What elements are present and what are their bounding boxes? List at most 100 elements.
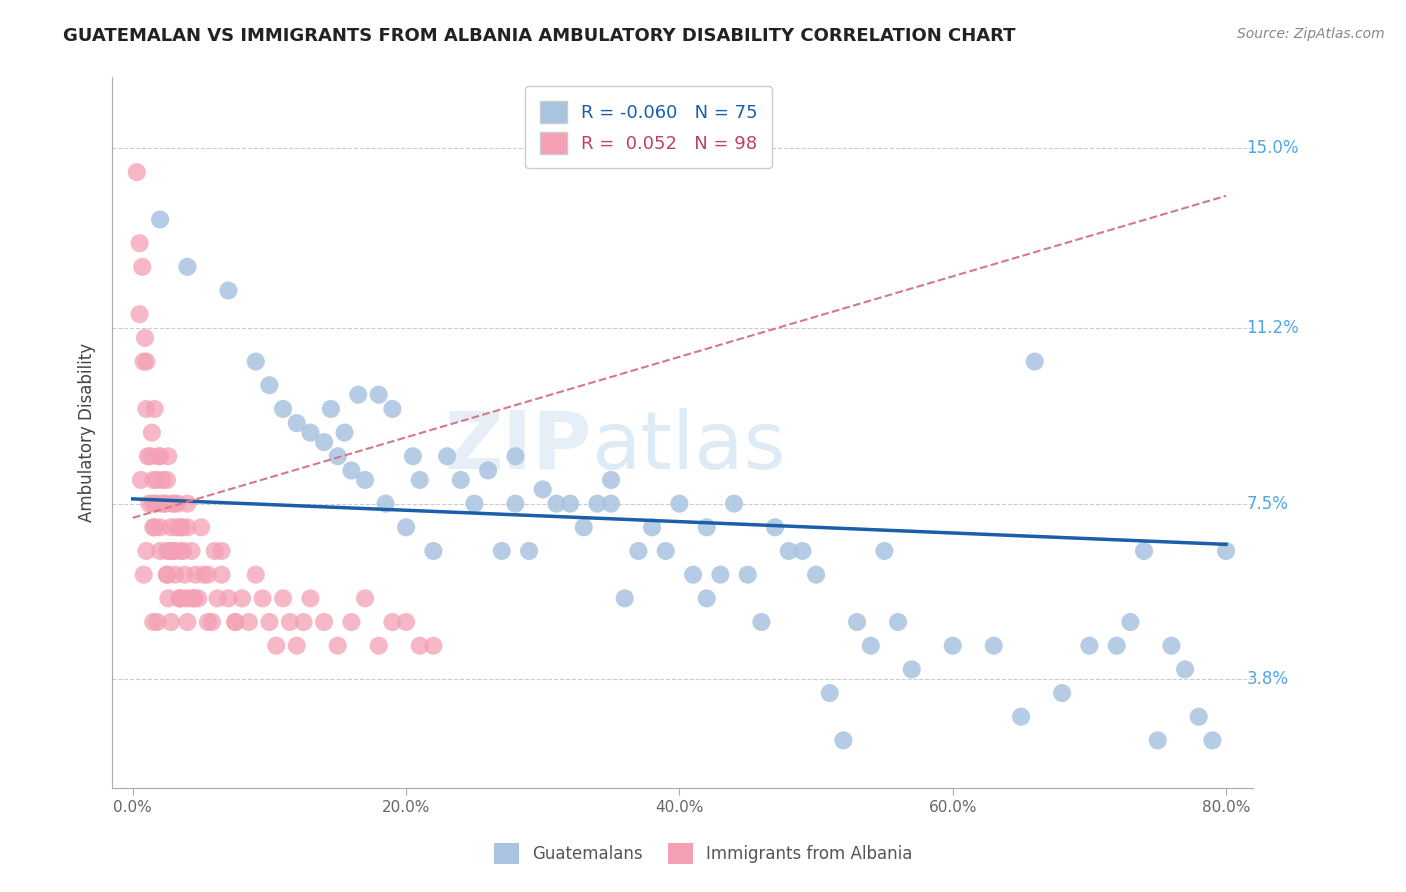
Point bbox=[1133, 544, 1156, 558]
Point bbox=[654, 544, 676, 558]
Point bbox=[347, 388, 370, 402]
Point bbox=[128, 236, 150, 251]
Point bbox=[174, 591, 197, 606]
Point bbox=[436, 450, 458, 464]
Point bbox=[207, 591, 229, 606]
Point bbox=[143, 401, 166, 416]
Point bbox=[128, 307, 150, 321]
Point bbox=[170, 520, 193, 534]
Point bbox=[245, 354, 267, 368]
Point bbox=[238, 615, 260, 629]
Point bbox=[804, 567, 827, 582]
Point bbox=[367, 639, 389, 653]
Point bbox=[299, 591, 322, 606]
Point bbox=[1024, 354, 1046, 368]
Point bbox=[211, 567, 233, 582]
Point bbox=[696, 520, 718, 534]
Legend: R = -0.060   N = 75, R =  0.052   N = 98: R = -0.060 N = 75, R = 0.052 N = 98 bbox=[524, 87, 772, 169]
Point bbox=[546, 497, 568, 511]
Point bbox=[558, 497, 581, 511]
Point bbox=[751, 615, 773, 629]
Point bbox=[169, 520, 191, 534]
Point bbox=[259, 378, 281, 392]
Point bbox=[131, 260, 153, 274]
Point bbox=[333, 425, 356, 440]
Point bbox=[1010, 710, 1032, 724]
Text: 11.2%: 11.2% bbox=[1247, 319, 1299, 337]
Point bbox=[183, 591, 205, 606]
Point bbox=[132, 354, 155, 368]
Point bbox=[129, 473, 152, 487]
Point bbox=[763, 520, 786, 534]
Point bbox=[167, 591, 190, 606]
Point bbox=[600, 497, 623, 511]
Point bbox=[312, 615, 335, 629]
Point bbox=[402, 450, 425, 464]
Point bbox=[627, 544, 650, 558]
Point bbox=[201, 615, 224, 629]
Point bbox=[1050, 686, 1073, 700]
Point bbox=[148, 450, 170, 464]
Point bbox=[142, 520, 165, 534]
Text: GUATEMALAN VS IMMIGRANTS FROM ALBANIA AMBULATORY DISABILITY CORRELATION CHART: GUATEMALAN VS IMMIGRANTS FROM ALBANIA AM… bbox=[63, 27, 1015, 45]
Text: 3.8%: 3.8% bbox=[1247, 670, 1288, 688]
Point bbox=[641, 520, 664, 534]
Point bbox=[422, 639, 444, 653]
Point bbox=[340, 463, 363, 477]
Point bbox=[135, 401, 157, 416]
Point bbox=[169, 544, 191, 558]
Point bbox=[176, 615, 198, 629]
Point bbox=[463, 497, 485, 511]
Point bbox=[299, 425, 322, 440]
Point bbox=[846, 615, 869, 629]
Point bbox=[157, 450, 180, 464]
Point bbox=[135, 544, 157, 558]
Point bbox=[517, 544, 540, 558]
Point bbox=[326, 639, 349, 653]
Point bbox=[190, 520, 212, 534]
Point bbox=[381, 615, 404, 629]
Text: 7.5%: 7.5% bbox=[1247, 495, 1288, 513]
Point bbox=[422, 544, 444, 558]
Y-axis label: Ambulatory Disability: Ambulatory Disability bbox=[79, 343, 96, 522]
Point bbox=[374, 497, 396, 511]
Point bbox=[285, 639, 308, 653]
Point bbox=[395, 615, 418, 629]
Point bbox=[491, 544, 513, 558]
Point bbox=[1119, 615, 1142, 629]
Legend: Guatemalans, Immigrants from Albania: Guatemalans, Immigrants from Albania bbox=[486, 837, 920, 871]
Point bbox=[723, 497, 745, 511]
Point bbox=[319, 401, 342, 416]
Point bbox=[176, 260, 198, 274]
Point bbox=[983, 639, 1005, 653]
Point bbox=[142, 615, 165, 629]
Point bbox=[163, 497, 186, 511]
Point bbox=[450, 473, 472, 487]
Point bbox=[586, 497, 609, 511]
Point bbox=[326, 450, 349, 464]
Point bbox=[224, 615, 246, 629]
Point bbox=[132, 567, 155, 582]
Point bbox=[135, 354, 157, 368]
Point bbox=[505, 497, 527, 511]
Point bbox=[217, 591, 239, 606]
Point bbox=[166, 520, 188, 534]
Point bbox=[505, 450, 527, 464]
Point bbox=[354, 591, 377, 606]
Point bbox=[709, 567, 731, 582]
Point bbox=[613, 591, 636, 606]
Point bbox=[169, 591, 191, 606]
Point bbox=[859, 639, 882, 653]
Point bbox=[900, 662, 922, 676]
Point bbox=[146, 615, 169, 629]
Point bbox=[197, 567, 219, 582]
Point bbox=[142, 473, 165, 487]
Point bbox=[778, 544, 800, 558]
Point bbox=[1105, 639, 1128, 653]
Point bbox=[572, 520, 595, 534]
Point bbox=[166, 497, 188, 511]
Point bbox=[149, 450, 172, 464]
Point bbox=[149, 212, 172, 227]
Point bbox=[1174, 662, 1197, 676]
Point bbox=[381, 401, 404, 416]
